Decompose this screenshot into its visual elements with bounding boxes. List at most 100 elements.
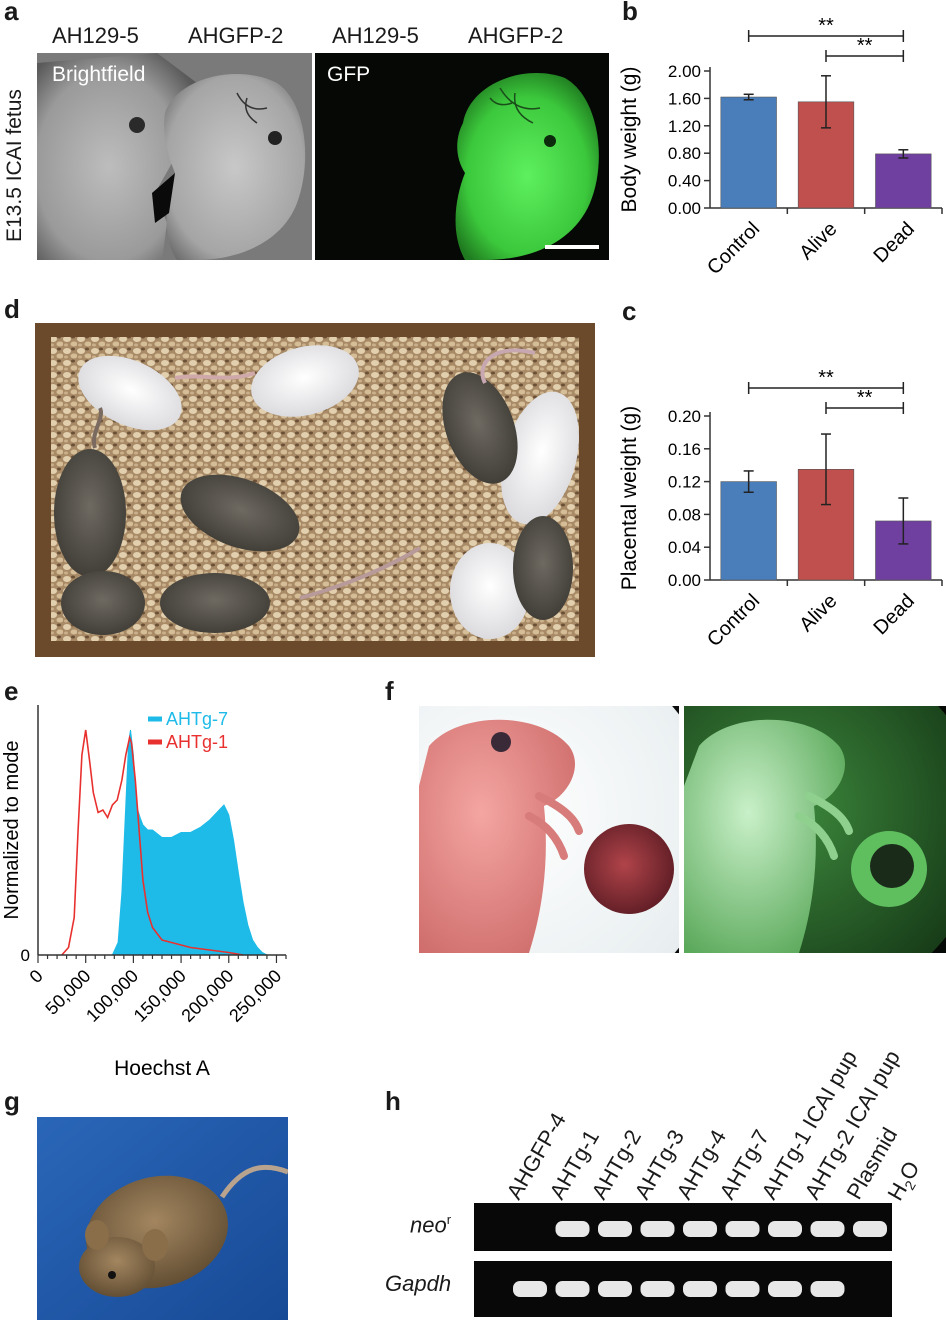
gel-band xyxy=(598,1221,632,1237)
column-label-1: AH129-5 xyxy=(52,23,139,48)
y-tick-label: 0.04 xyxy=(668,538,701,557)
y-tick-label: 0.80 xyxy=(668,144,701,163)
bar-dead xyxy=(875,153,932,209)
y-tick-label: 0.16 xyxy=(668,440,701,459)
gel-row-label-neo: neor xyxy=(410,1212,451,1238)
x-tick-label: 200,000 xyxy=(177,966,237,1026)
lane-label: H2O xyxy=(881,1156,924,1205)
gel-row-label-gapdh: Gapdh xyxy=(385,1271,452,1296)
y-tick-label: 0.20 xyxy=(668,407,701,426)
gel-band xyxy=(513,1281,547,1297)
pup-brightfield-photo xyxy=(419,706,679,953)
brightfield-label: Brightfield xyxy=(52,63,146,86)
x-tick-label: 250,000 xyxy=(225,966,285,1026)
brightfield-fetus-drawing xyxy=(37,53,312,260)
body-weight-chart: Body weight (g) 0.00 0.40 0.80 1.20 1.60 2.00 C… xyxy=(618,15,943,279)
x-tick-label: Dead xyxy=(870,590,919,639)
y-axis-label: Placental weight (g) xyxy=(618,406,641,590)
brightfield-image: Brightfield xyxy=(37,53,312,260)
panel-label-d: d xyxy=(4,294,20,324)
gel-band xyxy=(598,1281,632,1297)
gel-band xyxy=(810,1221,845,1237)
y-tick-label: 1.20 xyxy=(668,117,701,136)
x-tick-label: Control xyxy=(703,218,764,279)
y-tick-label: 0.08 xyxy=(668,505,701,524)
significance-bracket: ** xyxy=(747,15,905,42)
error-bar-control xyxy=(743,93,754,101)
legend-label: AHTg-1 xyxy=(166,732,228,752)
panel-label-f: f xyxy=(385,676,394,706)
bar-control xyxy=(720,481,777,581)
column-label-3: AH129-5 xyxy=(332,23,419,48)
placental-weight-chart: Placental weight (g) 0.00 0.04 0.08 0.12 0.16… xyxy=(618,367,943,651)
panel-label-g: g xyxy=(4,1086,20,1116)
y-tick-label: 1.60 xyxy=(668,89,701,108)
pup-gfp-photo xyxy=(684,706,946,953)
series-ahtg-1 xyxy=(61,729,244,956)
significance-label: ** xyxy=(857,387,873,409)
x-axis-label: Hoechst A xyxy=(114,1057,210,1080)
error-bar-dead xyxy=(898,149,909,159)
panel-label-e: e xyxy=(4,676,19,706)
gel-band xyxy=(768,1281,802,1297)
x-tick-label: 100,000 xyxy=(82,966,142,1026)
gfp-label: GFP xyxy=(327,63,371,86)
y-axis-label: Normalized to mode xyxy=(1,741,23,920)
series-ahtg-7 xyxy=(111,729,268,956)
pup-brightfield-drawing xyxy=(419,706,679,953)
x-tick-label: 0 xyxy=(26,966,47,987)
error-bar-control xyxy=(743,470,754,494)
gel-band xyxy=(555,1281,590,1297)
panel-label-a: a xyxy=(4,0,19,26)
gfp-fetus-drawing xyxy=(455,73,599,260)
significance-label: ** xyxy=(857,35,873,57)
error-bar-alive xyxy=(821,75,831,129)
legend-label: AHTg-7 xyxy=(166,709,228,729)
gel-band xyxy=(555,1221,590,1237)
gel-band xyxy=(725,1221,760,1237)
y-tick-label: 0.00 xyxy=(668,571,701,590)
error-bar-alive xyxy=(821,433,831,506)
gel-band xyxy=(640,1221,675,1237)
significance-bracket: ** xyxy=(825,35,905,62)
y-axis-label: Body weight (g) xyxy=(618,67,641,213)
neo-superscript: r xyxy=(446,1212,452,1227)
significance-label: ** xyxy=(818,15,834,37)
significance-label: ** xyxy=(818,367,834,389)
pup-gfp-drawing xyxy=(684,706,946,953)
gel-band xyxy=(725,1281,760,1297)
y-tick-label: 2.00 xyxy=(668,62,701,81)
gfp-image: GFP xyxy=(315,53,609,260)
gel-band xyxy=(853,1221,887,1237)
panel-label-h: h xyxy=(385,1086,401,1116)
scale-bar xyxy=(545,245,599,249)
panel-label-b: b xyxy=(622,0,638,26)
fetus-side-label: E13.5 ICAI fetus xyxy=(3,89,26,242)
gel-band xyxy=(810,1281,845,1297)
gel-image xyxy=(474,1203,892,1317)
x-tick-label: 150,000 xyxy=(130,966,190,1026)
error-bar-dead xyxy=(898,497,909,545)
y-tick-label: 0.00 xyxy=(668,199,701,218)
panel-label-c: c xyxy=(622,296,637,326)
x-tick-label: Alive xyxy=(795,590,841,636)
gel-band xyxy=(640,1281,675,1297)
gel-band xyxy=(683,1221,717,1237)
significance-bracket: ** xyxy=(825,387,905,414)
mice-cage-drawing xyxy=(35,323,595,657)
y-tick-label: 0 xyxy=(21,946,30,965)
column-label-4: AHGFP-2 xyxy=(468,23,564,48)
mice-cage-photo xyxy=(35,323,595,657)
y-tick-label: 0.12 xyxy=(668,473,701,492)
x-tick-label: Alive xyxy=(795,218,841,264)
bar-control xyxy=(720,96,777,209)
mouse-drawing xyxy=(37,1117,288,1320)
significance-bracket: ** xyxy=(747,367,905,394)
column-label-2: AHGFP-2 xyxy=(188,23,284,48)
x-tick-label: Dead xyxy=(870,218,919,267)
y-tick-label: 0.40 xyxy=(668,172,701,191)
neo-label: neo xyxy=(410,1212,447,1238)
gel-band xyxy=(683,1281,717,1297)
gel-band xyxy=(768,1221,802,1237)
